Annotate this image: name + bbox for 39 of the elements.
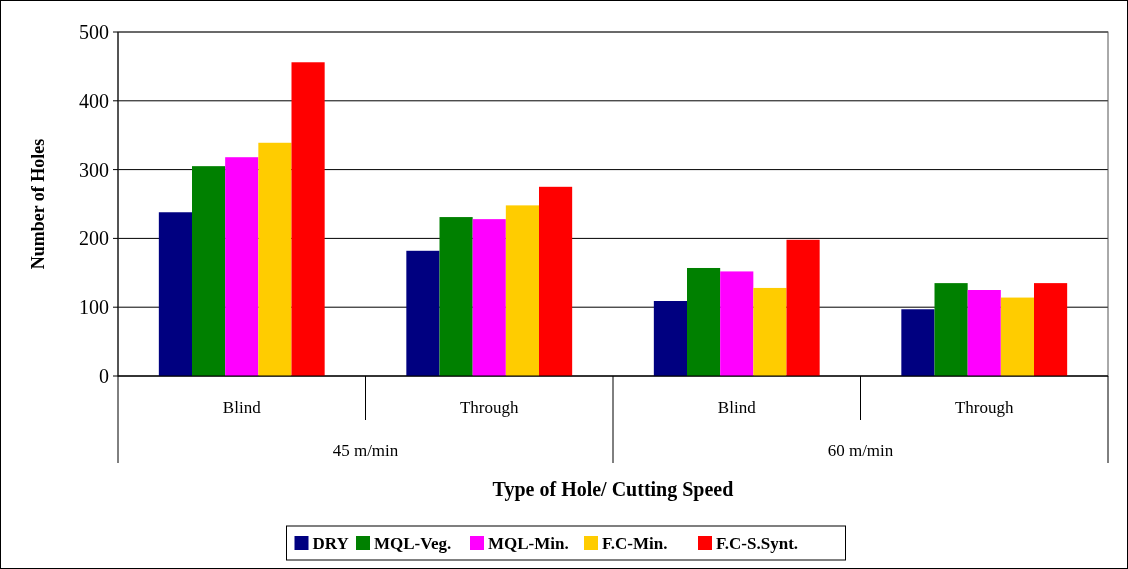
bar	[439, 217, 473, 376]
legend-label: MQL-Veg.	[374, 534, 452, 553]
y-tick-label: 0	[99, 365, 109, 387]
bar	[291, 62, 325, 376]
text: 60 m/min	[827, 441, 894, 460]
text: 45 m/min	[332, 441, 399, 460]
bar	[225, 157, 259, 376]
y-axis-title: Number of Holes	[28, 138, 48, 270]
bar	[406, 250, 440, 376]
y-tick-label: 400	[79, 89, 109, 112]
x-tick-label: Blind	[222, 398, 262, 417]
legend-label: F.C-Min.	[602, 534, 668, 553]
x-tick-label: Blind	[717, 398, 757, 417]
bar	[505, 205, 539, 376]
bar	[472, 219, 506, 376]
legend-label: DRY	[312, 534, 349, 553]
bar	[687, 267, 721, 376]
bar	[192, 166, 226, 376]
bar	[753, 287, 787, 376]
bar	[258, 142, 292, 376]
bar	[786, 239, 820, 376]
x-tick-label: Through	[954, 398, 1015, 417]
legend-label: MQL-Min.	[488, 534, 569, 553]
bar	[720, 271, 754, 376]
bar	[158, 212, 192, 376]
x-tick-label: Through	[459, 398, 520, 417]
bar	[967, 290, 1001, 376]
bar	[1034, 283, 1068, 376]
bar	[934, 283, 968, 376]
bar	[539, 186, 573, 376]
legend-label: F.C-S.Synt.	[716, 534, 799, 553]
y-tick-label: 200	[79, 227, 109, 250]
bar	[653, 301, 687, 376]
bar	[901, 309, 935, 376]
y-tick-label: 100	[79, 296, 109, 319]
bar	[1000, 297, 1034, 376]
x-axis-title: Type of Hole/ Cutting Speed	[492, 478, 734, 501]
y-tick-label: 500	[79, 21, 109, 43]
y-tick-label: 300	[79, 158, 109, 181]
